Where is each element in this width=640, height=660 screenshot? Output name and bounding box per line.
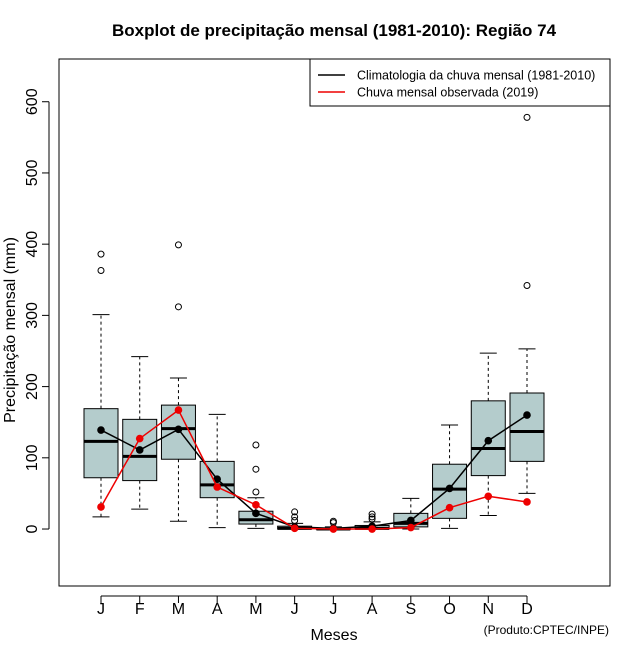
boxes: [83, 113, 545, 531]
outlier-point: [523, 281, 531, 289]
series-line: [100, 408, 528, 530]
box-2: [122, 356, 158, 510]
series-point: [329, 525, 338, 533]
y-tick-label: 300: [24, 302, 41, 329]
series-point: [484, 492, 493, 501]
series-point: [484, 436, 493, 445]
series-point: [368, 525, 376, 533]
outlier-point: [368, 515, 376, 523]
series-point: [252, 509, 260, 518]
x-tick-label: S: [405, 601, 416, 618]
legend-box: [309, 58, 611, 107]
series-lines: [97, 406, 531, 533]
y-tick-label: 400: [24, 231, 41, 258]
series-point: [407, 523, 415, 532]
series-point: [97, 426, 105, 434]
outlier-point: [252, 488, 260, 496]
series-point: [445, 484, 454, 493]
series-point: [174, 425, 183, 434]
x-tick-label: M: [172, 601, 185, 618]
x-tick-label: N: [482, 601, 494, 618]
outlier-point: [291, 508, 299, 516]
x-tick-label: F: [135, 601, 145, 618]
series-point: [213, 483, 221, 491]
y-tick-label: 0: [24, 524, 41, 533]
box-4: [199, 413, 235, 529]
series-point: [97, 503, 105, 511]
x-tick-label: O: [443, 601, 455, 618]
series-point: [174, 406, 183, 414]
outlier-point: [523, 113, 531, 121]
x-tick-label: J: [97, 601, 105, 618]
outlier-point: [368, 510, 376, 518]
outlier-point: [252, 441, 260, 449]
series-point: [135, 446, 144, 454]
x-tick-label: M: [249, 601, 262, 618]
series-point: [290, 524, 299, 533]
y-tick-label: 600: [24, 88, 41, 115]
outlier-point: [252, 465, 260, 473]
y-tick-label: 200: [24, 373, 41, 400]
x-axis-label: Meses: [310, 627, 357, 644]
x-tick-label: D: [521, 601, 533, 618]
y-tick-label: 100: [24, 444, 41, 471]
chart-title: Boxplot de precipitação mensal (1981-201…: [112, 21, 557, 40]
product-credit: (Produto:CPTEC/INPE): [484, 623, 609, 637]
box-11: [470, 352, 506, 516]
outlier-point: [291, 513, 299, 521]
outlier-point: [329, 517, 337, 525]
box-12: [509, 113, 545, 494]
series-point: [523, 411, 531, 419]
outlier-point: [97, 250, 105, 258]
series-point: [252, 501, 260, 509]
series-climatology: [97, 411, 531, 533]
x-tick-label: A: [212, 601, 223, 618]
x-tick-label: J: [291, 601, 299, 618]
outlier-point: [174, 241, 182, 249]
y-axis-label: Precipitação mensal (mm): [2, 237, 19, 423]
box-iqr: [509, 392, 545, 462]
y-axis: 0 100 200 300 400 500 600: [24, 88, 50, 533]
box-10: [432, 424, 468, 529]
outlier-point: [368, 513, 376, 521]
outlier-point: [174, 303, 182, 311]
box-5: [238, 441, 274, 529]
plot-frame: [58, 58, 611, 587]
box-iqr: [83, 408, 119, 479]
series-point: [407, 516, 415, 525]
series-point: [445, 503, 454, 512]
series-point: [523, 498, 531, 506]
x-tick-label: J: [329, 601, 337, 618]
box-3: [160, 241, 196, 522]
outlier-point: [97, 267, 105, 275]
legend: Climatologia da chuva mensal (1981-2010)…: [309, 58, 611, 107]
series-observed: [97, 406, 531, 533]
box-1: [83, 250, 119, 518]
series-point: [135, 434, 144, 443]
legend-label-observed: Chuva mensal observada (2019): [357, 86, 538, 100]
x-tick-label: A: [367, 601, 378, 618]
series-line: [100, 414, 528, 530]
series-point: [213, 475, 221, 483]
legend-label-climatology: Climatologia da chuva mensal (1981-2010): [357, 69, 595, 83]
y-tick-label: 500: [24, 160, 41, 187]
